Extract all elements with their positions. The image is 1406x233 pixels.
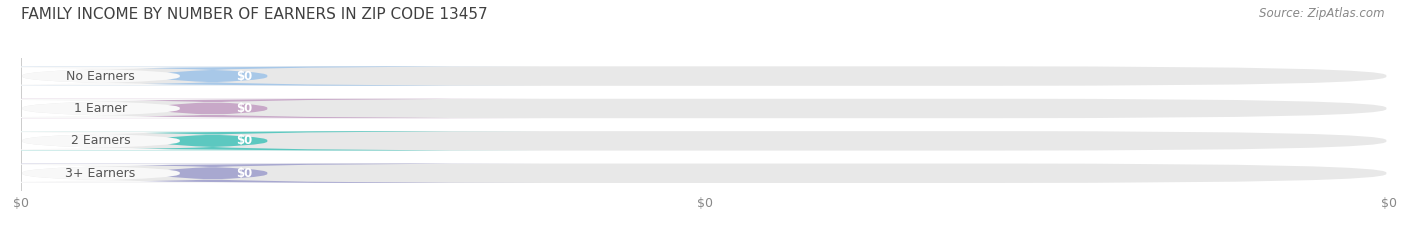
FancyBboxPatch shape <box>0 164 405 183</box>
FancyBboxPatch shape <box>22 99 1386 118</box>
FancyBboxPatch shape <box>22 66 1386 86</box>
Text: 2 Earners: 2 Earners <box>70 134 131 147</box>
Text: $0: $0 <box>236 102 252 115</box>
Text: 3+ Earners: 3+ Earners <box>65 167 135 180</box>
Text: $0: $0 <box>236 70 252 82</box>
Text: FAMILY INCOME BY NUMBER OF EARNERS IN ZIP CODE 13457: FAMILY INCOME BY NUMBER OF EARNERS IN ZI… <box>21 7 488 22</box>
Text: No Earners: No Earners <box>66 70 135 82</box>
Text: $0: $0 <box>236 167 252 180</box>
FancyBboxPatch shape <box>0 164 541 183</box>
FancyBboxPatch shape <box>0 131 541 151</box>
FancyBboxPatch shape <box>22 164 1386 183</box>
Text: 1 Earner: 1 Earner <box>75 102 127 115</box>
FancyBboxPatch shape <box>0 131 405 151</box>
Text: Source: ZipAtlas.com: Source: ZipAtlas.com <box>1260 7 1385 20</box>
FancyBboxPatch shape <box>0 66 405 86</box>
FancyBboxPatch shape <box>22 131 1386 151</box>
Text: $0: $0 <box>236 134 252 147</box>
FancyBboxPatch shape <box>0 99 541 118</box>
FancyBboxPatch shape <box>0 66 541 86</box>
FancyBboxPatch shape <box>0 99 405 118</box>
